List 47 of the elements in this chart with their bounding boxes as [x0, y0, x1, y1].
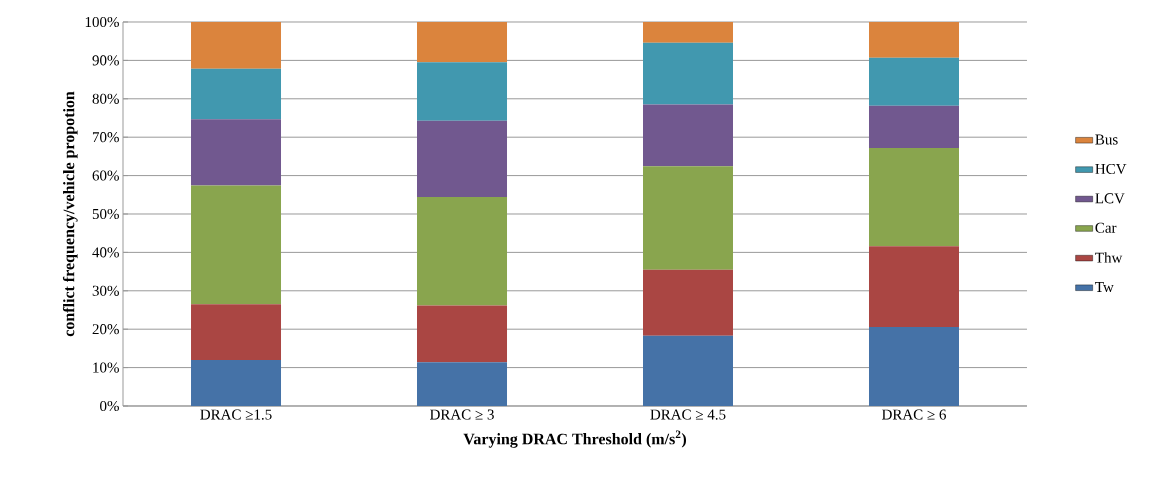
y-tick-label: 60% — [92, 170, 119, 181]
bar — [417, 62, 508, 121]
y-tick-label: 30% — [92, 285, 119, 296]
y-tick-label: 0% — [100, 400, 119, 412]
bar — [643, 104, 733, 167]
bar — [869, 326, 959, 406]
bar — [417, 120, 508, 198]
y-tick-label: 80% — [92, 93, 119, 104]
x-tick-label: DRAC ≥ 3 — [429, 409, 494, 420]
bar — [191, 359, 282, 406]
bar — [869, 57, 959, 106]
bar — [643, 21, 733, 43]
bar — [869, 105, 959, 148]
bar — [643, 269, 733, 336]
bar — [417, 21, 508, 63]
bar — [191, 304, 282, 360]
legend-label: Car — [1095, 222, 1117, 233]
bar — [643, 166, 733, 270]
bar — [869, 147, 959, 247]
bar — [191, 119, 282, 186]
y-axis-title: conflict frequency/vehicle propotion — [62, 91, 78, 337]
y-tick-label: 10% — [93, 362, 119, 373]
y-tick-label: 90% — [92, 55, 119, 66]
x-tick-label: DRAC ≥ 6 — [881, 409, 946, 420]
bar — [417, 197, 508, 306]
legend-label: Tw — [1095, 282, 1114, 293]
legend-label: Bus — [1095, 134, 1118, 145]
bar — [869, 246, 959, 327]
x-tick-label: DRAC ≥ 4.5 — [650, 409, 726, 420]
y-tick-label: 70% — [92, 132, 119, 143]
y-tick-label: 50% — [92, 208, 119, 220]
legend-label: HCV — [1095, 163, 1127, 175]
y-tick-label: 40% — [92, 247, 119, 258]
legend-label: LCV — [1095, 193, 1125, 204]
bar — [643, 42, 733, 105]
x-axis-title: Varying DRAC Threshold (m/s$^{2}$) — [463, 430, 687, 448]
bar — [417, 305, 508, 363]
legend-label: Thw — [1095, 252, 1123, 263]
bar — [643, 335, 733, 406]
bar — [191, 68, 282, 120]
x-tick-label: DRAC ≥1.5 — [200, 409, 272, 420]
bar — [191, 185, 282, 305]
y-tick-label: 20% — [92, 324, 119, 335]
bar — [417, 362, 508, 406]
bar — [869, 21, 959, 58]
y-tick-label: 100% — [85, 16, 119, 28]
bar — [191, 21, 282, 69]
